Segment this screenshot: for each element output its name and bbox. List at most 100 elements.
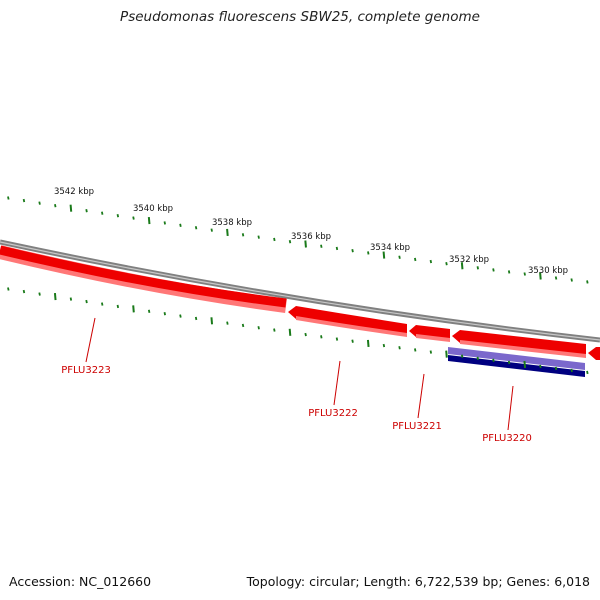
minor-tick (257, 235, 260, 239)
minor-tick (414, 348, 417, 352)
minor-tick (586, 280, 589, 284)
minor-tick (147, 309, 151, 313)
outer-tick-row (7, 196, 589, 284)
gene-leader-line (85, 317, 96, 363)
minor-tick (304, 332, 307, 337)
inner-tick-row (7, 287, 589, 375)
minor-tick (194, 226, 198, 230)
minor-tick (273, 328, 276, 332)
minor-tick (320, 335, 323, 339)
minor-tick (163, 312, 166, 316)
minor-tick (101, 211, 104, 215)
minor-tick (335, 337, 339, 341)
minor-tick (554, 366, 558, 371)
gene-leader-line (417, 373, 425, 419)
minor-tick (101, 302, 104, 306)
gene-leader-line (507, 385, 514, 431)
minor-tick (320, 244, 323, 248)
genome-backbone-highlight (0, 241, 600, 341)
gene-label[interactable]: PFLU3220 (482, 433, 532, 444)
minor-tick (445, 261, 448, 266)
minor-tick (116, 304, 120, 309)
minor-tick (132, 216, 135, 220)
minor-tick (351, 249, 354, 253)
ruler-label: 3540 kbp (133, 204, 173, 214)
minor-tick (570, 278, 573, 282)
minor-tick (179, 314, 182, 318)
gene-label[interactable]: PFLU3221 (392, 421, 442, 432)
minor-tick (257, 326, 260, 330)
gene-label[interactable]: PFLU3222 (308, 408, 358, 419)
minor-tick (476, 356, 479, 360)
gene-pflu3223[interactable] (0, 245, 287, 313)
ruler-label: 3530 kbp (528, 266, 568, 276)
minor-tick (586, 370, 589, 375)
minor-tick (226, 321, 229, 325)
gene-pflu3221[interactable] (409, 325, 450, 342)
minor-tick (116, 213, 120, 218)
map-title: Pseudomonas fluorescens SBW25, complete … (120, 9, 480, 25)
gene-partial-right[interactable] (588, 347, 600, 360)
minor-tick (398, 346, 401, 350)
major-tick (210, 317, 214, 325)
ruler-labels: 3542 kbp 3540 kbp 3538 kbp 3536 kbp 3534 kbp… (54, 187, 568, 276)
feature-bar-blue[interactable] (448, 347, 585, 377)
minor-tick (179, 223, 182, 228)
major-tick (53, 292, 57, 301)
major-tick (523, 360, 527, 369)
accession-text: Accession: NC_012660 (9, 574, 152, 589)
ruler-label: 3534 kbp (370, 243, 410, 253)
major-tick (445, 350, 448, 358)
gene-pflu3222[interactable] (288, 306, 407, 337)
minor-tick (382, 343, 386, 348)
minor-tick (476, 266, 479, 270)
minor-tick (429, 259, 433, 264)
minor-tick (554, 276, 558, 280)
minor-tick (398, 255, 401, 259)
minor-tick (210, 228, 213, 232)
minor-tick (22, 198, 26, 203)
minor-tick (7, 196, 10, 200)
minor-tick (367, 251, 370, 255)
major-tick (382, 251, 386, 259)
minor-tick (570, 368, 573, 373)
minor-tick (69, 297, 73, 301)
minor-tick (7, 287, 10, 291)
major-tick (539, 272, 542, 280)
minor-tick (85, 299, 88, 304)
gene-pflu3220[interactable] (452, 330, 586, 358)
minor-tick (273, 237, 276, 242)
minor-tick (54, 203, 57, 208)
minor-tick (22, 289, 26, 294)
minor-tick (507, 360, 511, 365)
minor-tick (492, 268, 495, 272)
major-tick (288, 328, 292, 336)
minor-tick (38, 292, 41, 296)
gene-label[interactable]: PFLU3223 (61, 365, 111, 376)
minor-tick (539, 364, 542, 369)
gene-leader-line (333, 360, 341, 406)
major-tick (147, 216, 151, 225)
minor-tick (460, 354, 464, 358)
minor-tick (492, 358, 495, 363)
ruler-label: 3538 kbp (212, 218, 252, 228)
minor-tick (351, 339, 354, 343)
minor-tick (507, 270, 511, 274)
minor-tick (523, 272, 526, 276)
gene-labels: PFLU3223 PFLU3222 PFLU3221 PFLU3220 (61, 317, 532, 444)
ruler-label: 3532 kbp (449, 255, 489, 265)
minor-tick (241, 233, 245, 237)
ruler-label: 3536 kbp (291, 232, 331, 242)
minor-tick (241, 323, 245, 328)
minor-tick (85, 209, 88, 213)
minor-tick (335, 246, 339, 251)
ruler-label: 3542 kbp (54, 187, 94, 197)
minor-tick (288, 240, 292, 244)
major-tick (69, 204, 73, 212)
minor-tick (194, 316, 198, 321)
minor-tick (429, 350, 433, 354)
topology-text: Topology: circular; Length: 6,722,539 bp… (246, 574, 590, 589)
minor-tick (414, 257, 417, 262)
major-tick (460, 262, 464, 270)
